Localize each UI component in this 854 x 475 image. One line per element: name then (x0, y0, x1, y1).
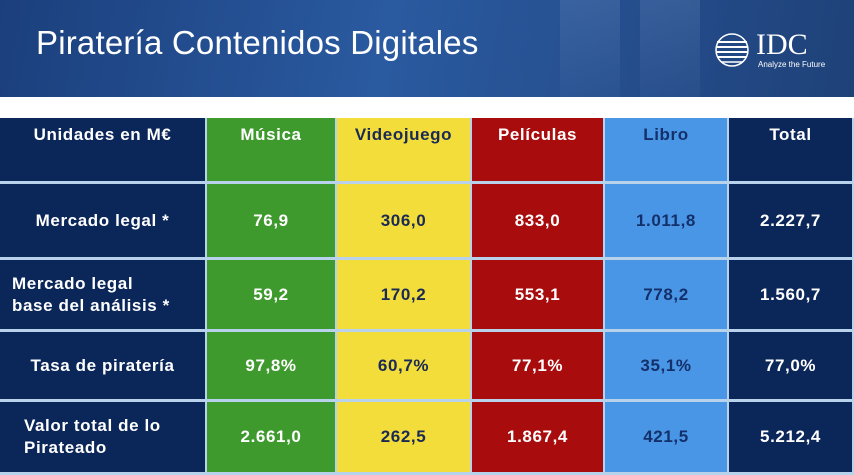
column-header-videojuego: Videojuego (337, 118, 472, 184)
table-cell: 76,9 (207, 184, 337, 260)
row-label-mercado-legal: Mercado legal * (0, 184, 207, 260)
column-header-peliculas: Películas (472, 118, 605, 184)
row-label-mercado-legal-base: Mercado legal base del análisis * (0, 260, 207, 332)
table-cell: 170,2 (337, 260, 472, 332)
table-cell: 553,1 (472, 260, 605, 332)
background-column-decoration (560, 0, 620, 97)
table-cell: 262,5 (337, 402, 472, 475)
column-header-libro: Libro (605, 118, 729, 184)
table-cell: 421,5 (605, 402, 729, 475)
background-column-decoration (640, 0, 700, 97)
table-cell: 97,8% (207, 332, 337, 402)
globe-icon (715, 33, 749, 67)
slide-header: Piratería Contenidos Digitales IDC Analy… (0, 0, 854, 97)
row-label-tasa-pirateria: Tasa de piratería (0, 332, 207, 402)
logo-tagline: Analyze the Future (758, 60, 826, 69)
table-cell: 833,0 (472, 184, 605, 260)
table-cell: 306,0 (337, 184, 472, 260)
table-cell: 5.212,4 (729, 402, 854, 475)
idc-logo: IDC Analyze the Future (714, 30, 834, 72)
column-header-total: Total (729, 118, 854, 184)
table-cell: 60,7% (337, 332, 472, 402)
column-header-musica: Música (207, 118, 337, 184)
table-cell: 2.227,7 (729, 184, 854, 260)
table-cell: 59,2 (207, 260, 337, 332)
table-cell: 1.867,4 (472, 402, 605, 475)
table-cell: 77,1% (472, 332, 605, 402)
row-label-valor-total: Valor total de lo Pirateado (0, 402, 207, 475)
table-cell: 35,1% (605, 332, 729, 402)
table-cell: 1.560,7 (729, 260, 854, 332)
table-cell: 778,2 (605, 260, 729, 332)
piracy-table: Unidades en M€ Música Videojuego Películ… (0, 118, 854, 475)
slide-title: Piratería Contenidos Digitales (36, 24, 479, 61)
table-cell: 77,0% (729, 332, 854, 402)
table-cell: 1.011,8 (605, 184, 729, 260)
logo-brand-text: IDC (756, 28, 808, 61)
table-corner-header: Unidades en M€ (0, 118, 207, 184)
table-cell: 2.661,0 (207, 402, 337, 475)
